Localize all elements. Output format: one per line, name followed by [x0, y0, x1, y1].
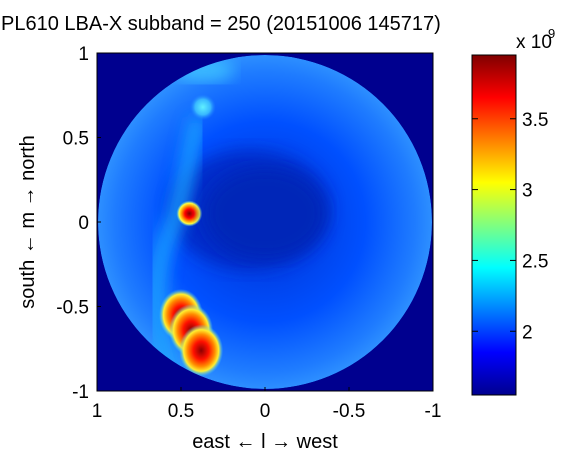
chart-title: PL610 LBA-X subband = 250 (20151006 1457… [1, 13, 441, 35]
y-axis-ticks: 1 0.5 0 -0.5 -1 [56, 44, 101, 403]
y-tick-label: -0.5 [56, 298, 89, 319]
colorbar-multiplier: x 10 [516, 32, 552, 53]
y-tick-label: -1 [72, 382, 89, 403]
colorbar [471, 54, 517, 396]
y-tick-label: 0.5 [63, 129, 89, 150]
sky-disc [98, 55, 432, 389]
colorbar-exponent: 9 [548, 26, 555, 41]
x-tick-label: 0.5 [168, 401, 194, 422]
x-tick-label: -0.5 [333, 401, 366, 422]
source-blob [205, 168, 325, 259]
x-tick-label: 0 [260, 401, 271, 422]
x-tick-label: 1 [92, 401, 103, 422]
x-axis-label: east ← l → west [192, 431, 338, 453]
x-tick-label: -1 [425, 401, 442, 422]
colorbar-tick-label: 3.5 [522, 110, 548, 131]
sources-layer [159, 94, 325, 377]
source-blob [179, 324, 224, 377]
source-blob [176, 200, 203, 227]
arc-emission [148, 116, 206, 389]
x-axis-ticks: 1 0.5 0 -0.5 -1 [92, 387, 442, 422]
colorbar-tick-label: 2 [522, 322, 533, 343]
y-axis-label: south ← m → north [17, 135, 39, 308]
y-tick-label: 1 [78, 44, 89, 65]
y-tick-label: 0 [78, 213, 89, 234]
colorbar-tick-label: 3 [522, 181, 533, 202]
source-blob [189, 94, 216, 121]
colorbar-ticks: 2 2.5 3 3.5 [472, 110, 548, 343]
colorbar-tick-label: 2.5 [522, 251, 548, 272]
